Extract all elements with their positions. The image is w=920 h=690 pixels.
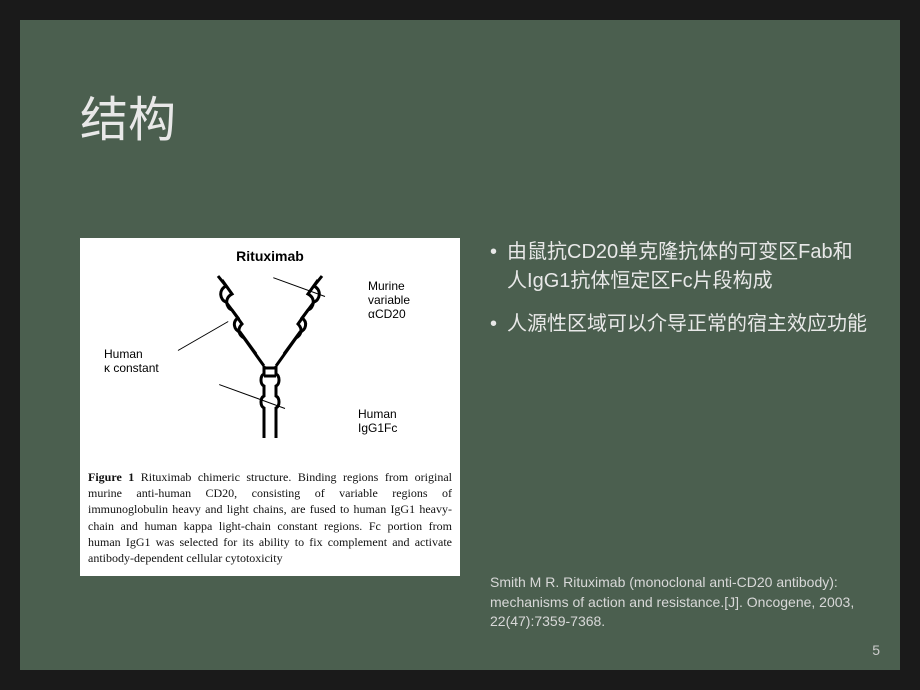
slide-title: 结构 (80, 80, 176, 150)
caption-bold: Figure 1 (88, 470, 134, 484)
bullet-list: • 由鼠抗CD20单克隆抗体的可变区Fab和人IgG1抗体恒定区Fc片段构成 •… (490, 238, 870, 353)
diagram-title: Rituximab (236, 248, 304, 264)
figure-caption: Figure 1 Rituximab chimeric structure. B… (80, 463, 460, 576)
bullet-dot-icon: • (490, 238, 497, 296)
slide: 结构 Rituximab (20, 20, 900, 670)
figure-diagram: Rituximab (80, 238, 460, 463)
caption-text: Rituximab chimeric structure. Binding re… (88, 470, 452, 565)
bullet-item: • 由鼠抗CD20单克隆抗体的可变区Fab和人IgG1抗体恒定区Fc片段构成 (490, 238, 870, 296)
label-kappa: Humanκ constant (104, 348, 159, 376)
bullet-text: 由鼠抗CD20单克隆抗体的可变区Fab和人IgG1抗体恒定区Fc片段构成 (507, 238, 870, 296)
bullet-text: 人源性区域可以介导正常的宿主效应功能 (507, 310, 867, 339)
figure-panel: Rituximab (80, 238, 460, 576)
label-igg1fc: HumanIgG1Fc (358, 408, 397, 436)
bullet-dot-icon: • (490, 310, 497, 339)
antibody-icon (190, 268, 350, 443)
page-number: 5 (872, 642, 880, 658)
citation: Smith M R. Rituximab (monoclonal anti-CD… (490, 573, 885, 632)
bullet-item: • 人源性区域可以介导正常的宿主效应功能 (490, 310, 870, 339)
label-murine: MurinevariableαCD20 (368, 280, 410, 321)
